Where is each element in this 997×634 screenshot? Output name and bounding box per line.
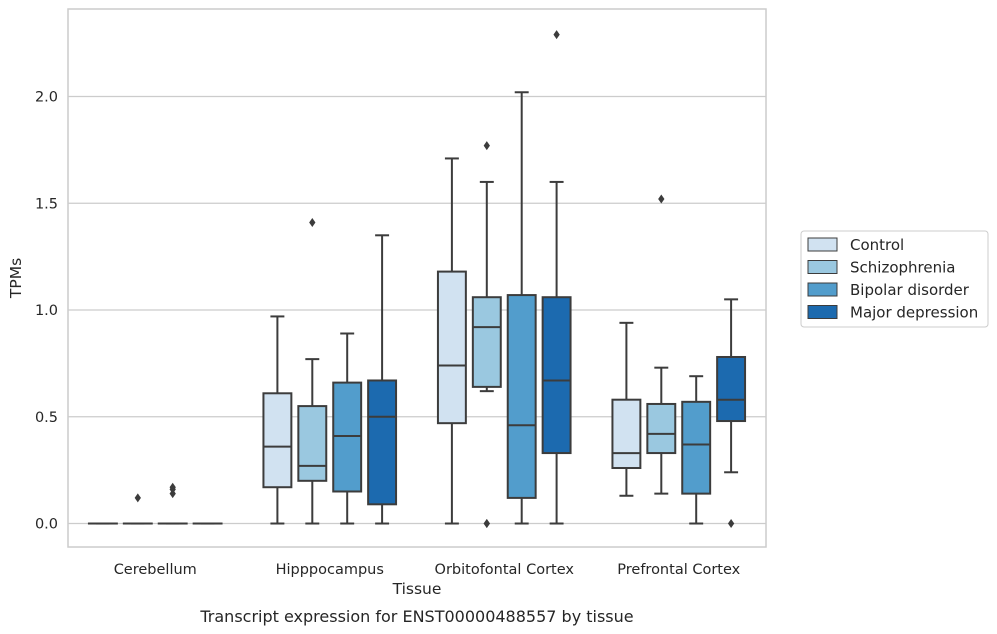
legend-swatch	[807, 282, 838, 297]
iqr-box	[611, 398, 642, 470]
box	[367, 234, 398, 525]
legend-frame	[800, 230, 989, 328]
y-tick-label: 1.5	[35, 196, 58, 212]
iqr-box	[716, 355, 747, 423]
outlier-point	[134, 493, 141, 503]
iqr-box	[436, 270, 467, 425]
outlier-point	[553, 30, 560, 40]
box	[506, 91, 537, 525]
legend: Control Schizophrenia Bipolar disorder Majo…	[800, 230, 989, 328]
y-tick-label: 1.0	[35, 303, 58, 319]
series-bipolar-disorder	[157, 91, 712, 525]
y-axis-title: TPMs	[7, 258, 25, 299]
legend-swatch	[807, 237, 838, 252]
series-schizophrenia	[122, 141, 677, 529]
iqr-box	[471, 296, 502, 388]
series-major-depression	[192, 30, 747, 529]
y-tick-labels: 0.0 0.5 1.0 1.5 2.0	[35, 90, 58, 533]
figure-caption: Transcript expression for ENST0000048855…	[199, 607, 633, 626]
legend-swatch	[807, 305, 838, 319]
box	[611, 321, 642, 497]
y-tick-label: 0.0	[35, 517, 58, 533]
box	[646, 194, 677, 495]
legend-swatch	[807, 260, 838, 274]
iqr-box	[541, 296, 572, 455]
legend-label: Control	[850, 236, 904, 254]
y-tick-label: 0.5	[35, 410, 58, 426]
x-tick-label: Hipppocampus	[276, 562, 384, 578]
box	[262, 315, 293, 525]
legend-label: Schizophrenia	[850, 259, 955, 277]
iqr-box	[367, 379, 398, 506]
box	[471, 141, 502, 529]
iqr-box	[681, 400, 712, 495]
iqr-box	[262, 392, 293, 489]
outlier-point	[309, 217, 316, 227]
box	[436, 157, 467, 525]
x-tick-labels: Cerebellum Hipppocampus Orbitofontal Corte…	[114, 562, 741, 578]
box	[332, 332, 363, 525]
box	[122, 493, 153, 525]
plot-frame	[67, 8, 767, 548]
box	[681, 375, 712, 525]
outlier-point	[727, 519, 735, 529]
outlier-point	[658, 194, 665, 204]
x-tick-label: Orbitofontal Cortex	[435, 562, 575, 578]
iqr-box	[332, 381, 363, 493]
box	[157, 482, 188, 525]
outlier-point	[169, 484, 176, 494]
outlier-point	[483, 519, 490, 529]
y-tick-label: 2.0	[35, 90, 58, 106]
box	[297, 217, 328, 525]
box-series	[87, 30, 747, 529]
x-axis-title: Tissue	[392, 580, 442, 598]
legend-label: Bipolar disorder	[850, 281, 970, 299]
iqr-box	[297, 405, 328, 482]
box	[541, 30, 572, 525]
iqr-box	[646, 402, 677, 455]
legend-label: Major depression	[850, 304, 978, 322]
series-control	[87, 157, 642, 525]
outlier-point	[483, 141, 490, 151]
x-tick-label: Prefrontal Cortex	[617, 562, 740, 578]
iqr-box	[506, 294, 537, 499]
box	[716, 298, 747, 529]
x-tick-label: Cerebellum	[114, 562, 197, 578]
